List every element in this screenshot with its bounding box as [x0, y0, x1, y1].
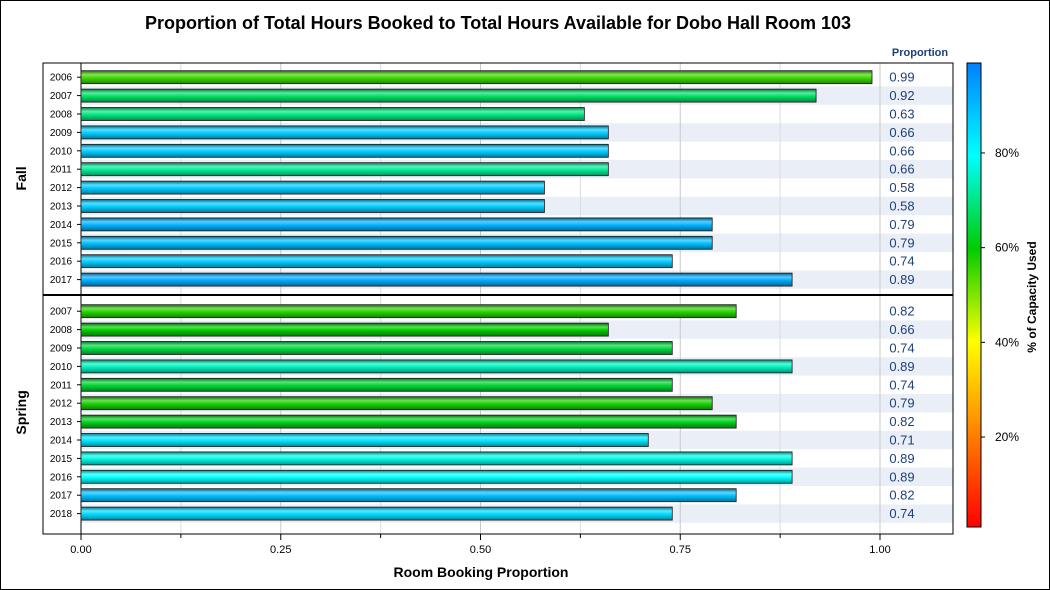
- colorbar-tick-label: 60%: [995, 241, 1019, 255]
- value-label: 0.74: [889, 377, 914, 392]
- category-tick-label: 2010: [50, 146, 73, 157]
- group-title-fall: Fall: [13, 166, 29, 190]
- category-tick-label: 2012: [50, 183, 73, 194]
- bar-fall-2011: [80, 162, 609, 177]
- category-tick-label: 2015: [50, 454, 73, 465]
- bar-spring-2012: [80, 396, 713, 411]
- bar-fall-2015: [80, 235, 713, 250]
- category-tick-label: 2014: [50, 436, 73, 447]
- value-label: 0.79: [889, 235, 914, 250]
- category-tick-label: 2009: [50, 344, 73, 355]
- category-tick-label: 2007: [50, 91, 73, 102]
- bar-fall-2007: [80, 88, 817, 103]
- value-label: 0.66: [889, 125, 914, 140]
- bar-fall-2009: [80, 125, 609, 140]
- bar-spring-2010: [80, 359, 793, 374]
- bar-fall-2013: [80, 199, 545, 213]
- x-tick-label: 0.75: [670, 544, 691, 556]
- category-tick-label: 2007: [50, 307, 73, 318]
- category-tick-label: 2012: [50, 399, 73, 410]
- bar-fall-2006: [80, 70, 873, 85]
- value-label: 0.82: [889, 488, 914, 503]
- bar-fall-2016: [80, 254, 673, 269]
- bar-spring-2009: [80, 341, 673, 355]
- colorbar-tick-label: 20%: [995, 430, 1019, 444]
- category-tick-label: 2008: [50, 110, 73, 121]
- bar-spring-2018: [80, 506, 673, 521]
- category-tick-label: 2011: [50, 165, 72, 176]
- value-label: 0.99: [889, 70, 914, 85]
- value-label: 0.89: [889, 451, 914, 466]
- value-label: 0.71: [889, 433, 914, 448]
- colorbar-tick-label: 80%: [995, 146, 1019, 160]
- category-tick-label: 2018: [50, 509, 73, 520]
- bar-spring-2017: [80, 488, 737, 503]
- value-label: 0.63: [889, 107, 914, 122]
- category-tick-label: 2014: [50, 220, 73, 231]
- value-label: 0.74: [889, 506, 914, 521]
- category-tick-label: 2013: [50, 417, 73, 428]
- plot-border: [42, 62, 954, 535]
- category-tick-label: 2017: [50, 491, 73, 502]
- x-tick-label: 0.00: [70, 544, 91, 556]
- category-tick-label: 2006: [50, 73, 73, 84]
- value-label: 0.58: [889, 199, 914, 214]
- value-label: 0.66: [889, 162, 914, 177]
- x-tick-label: 1.00: [869, 544, 890, 556]
- bar-fall-2014: [80, 217, 713, 232]
- category-tick-label: 2016: [50, 257, 73, 268]
- bar-spring-2011: [80, 377, 673, 392]
- x-tick-label: 0.25: [270, 544, 291, 556]
- bar-spring-2007: [80, 304, 737, 319]
- category-tick-label: 2010: [50, 362, 73, 373]
- value-label: 0.82: [889, 304, 914, 319]
- bar-fall-2017: [80, 272, 793, 287]
- group-title-spring: Spring: [13, 390, 29, 434]
- value-label: 0.79: [889, 396, 914, 411]
- bar-fall-2008: [80, 107, 585, 121]
- bar-spring-2014: [80, 433, 649, 447]
- bar-spring-2008: [80, 322, 609, 337]
- bar-spring-2016: [80, 469, 793, 484]
- value-label: 0.82: [889, 414, 914, 429]
- value-label: 0.58: [889, 180, 914, 195]
- colorbar-title: % of Capacity Used: [1025, 241, 1039, 352]
- value-label: 0.74: [889, 254, 914, 269]
- value-label: 0.66: [889, 322, 914, 337]
- colorbar: [966, 62, 982, 528]
- category-tick-label: 2015: [50, 238, 73, 249]
- category-tick-label: 2009: [50, 128, 73, 139]
- bar-spring-2013: [80, 414, 737, 429]
- value-label: 0.89: [889, 272, 914, 287]
- value-column-header: Proportion: [892, 47, 948, 59]
- category-tick-label: 2008: [50, 325, 73, 336]
- chart-title: Proportion of Total Hours Booked to Tota…: [145, 13, 851, 33]
- category-tick-label: 2017: [50, 275, 73, 286]
- bar-spring-2015: [80, 451, 793, 466]
- value-label: 0.92: [889, 88, 914, 103]
- value-label: 0.74: [889, 341, 914, 356]
- x-axis-title: Room Booking Proportion: [394, 564, 569, 580]
- value-label: 0.89: [889, 359, 914, 374]
- value-label: 0.79: [889, 217, 914, 232]
- colorbar-tick-label: 40%: [995, 335, 1019, 349]
- value-label: 0.89: [889, 469, 914, 484]
- x-tick-label: 0.50: [470, 544, 491, 556]
- category-tick-label: 2016: [50, 472, 73, 483]
- value-label: 0.66: [889, 143, 914, 158]
- category-tick-label: 2011: [50, 380, 72, 391]
- bar-fall-2012: [80, 180, 545, 195]
- category-tick-label: 2013: [50, 202, 73, 213]
- bar-fall-2010: [80, 143, 609, 158]
